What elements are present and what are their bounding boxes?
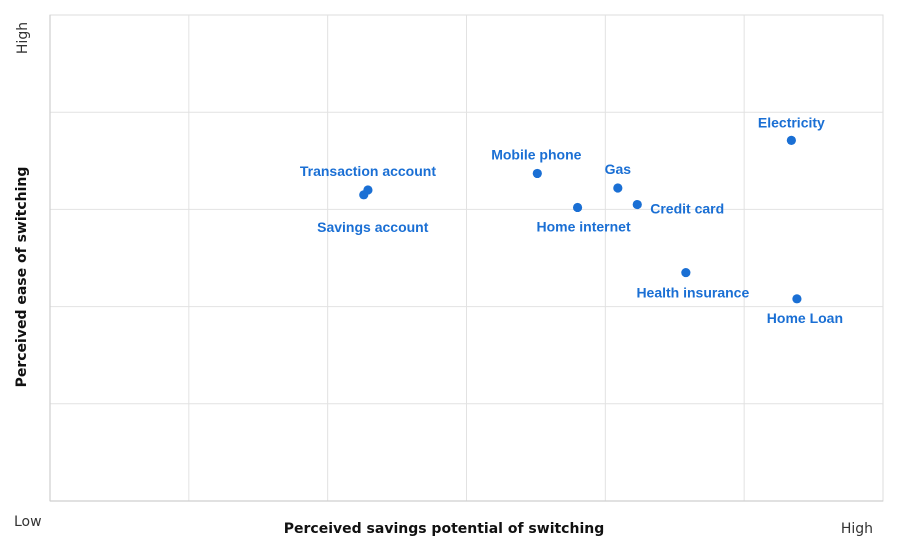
data-label-home-internet: Home internet bbox=[537, 218, 631, 234]
x-axis-title: Perceived savings potential of switching bbox=[284, 521, 604, 537]
x-axis-high-label: High bbox=[841, 521, 873, 537]
data-point-mobile-phone bbox=[532, 168, 542, 179]
data-point-home-internet bbox=[572, 202, 583, 213]
data-label-transaction-account: Transaction account bbox=[300, 163, 436, 179]
data-label-electricity: Electricity bbox=[758, 114, 825, 130]
y-axis-title: Perceived ease of switching bbox=[14, 167, 30, 388]
data-label-health-insurance: Health insurance bbox=[636, 285, 749, 301]
x-axis-low-label: Low bbox=[14, 514, 42, 530]
grid bbox=[49, 14, 884, 502]
data-point-credit-card bbox=[632, 199, 642, 210]
y-axis-high-label: High bbox=[15, 22, 31, 54]
data-point-health-insurance bbox=[681, 267, 691, 278]
data-point-electricity bbox=[786, 135, 796, 145]
point-labels: Electricity Transaction account Savings ac… bbox=[300, 114, 843, 325]
data-label-credit-card: Credit card bbox=[650, 201, 724, 217]
data-label-mobile-phone: Mobile phone bbox=[491, 146, 581, 162]
data-point-savings-account bbox=[359, 190, 369, 200]
data-point-gas bbox=[613, 183, 623, 193]
data-label-gas: Gas bbox=[605, 161, 632, 177]
data-label-home-loan: Home Loan bbox=[767, 310, 843, 326]
data-label-savings-account: Savings account bbox=[317, 219, 429, 235]
data-point-home-loan bbox=[792, 294, 802, 304]
points bbox=[359, 135, 802, 304]
